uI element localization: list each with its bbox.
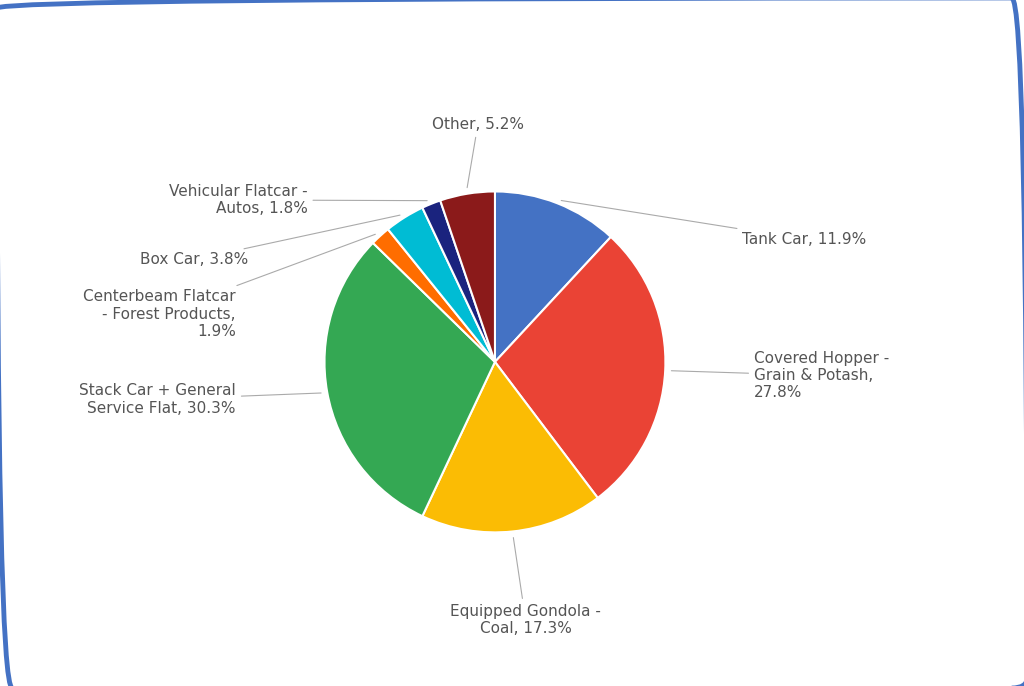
Wedge shape <box>388 208 495 362</box>
Wedge shape <box>495 237 666 498</box>
Wedge shape <box>325 243 495 516</box>
Wedge shape <box>373 229 495 362</box>
Wedge shape <box>422 362 598 532</box>
Text: Other, 5.2%: Other, 5.2% <box>432 117 524 188</box>
Wedge shape <box>495 191 611 362</box>
Text: Centerbeam Flatcar
- Forest Products,
1.9%: Centerbeam Flatcar - Forest Products, 1.… <box>83 235 376 339</box>
Text: Equipped Gondola -
Coal, 17.3%: Equipped Gondola - Coal, 17.3% <box>451 538 601 637</box>
Text: Tank Car, 11.9%: Tank Car, 11.9% <box>561 200 866 247</box>
Wedge shape <box>440 191 495 362</box>
Wedge shape <box>422 200 495 362</box>
Text: Stack Car + General
Service Flat, 30.3%: Stack Car + General Service Flat, 30.3% <box>79 383 322 416</box>
Text: Vehicular Flatcar -
Autos, 1.8%: Vehicular Flatcar - Autos, 1.8% <box>169 184 427 216</box>
Text: Covered Hopper -
Grain & Potash,
27.8%: Covered Hopper - Grain & Potash, 27.8% <box>672 351 889 401</box>
Text: Box Car, 3.8%: Box Car, 3.8% <box>139 215 400 267</box>
